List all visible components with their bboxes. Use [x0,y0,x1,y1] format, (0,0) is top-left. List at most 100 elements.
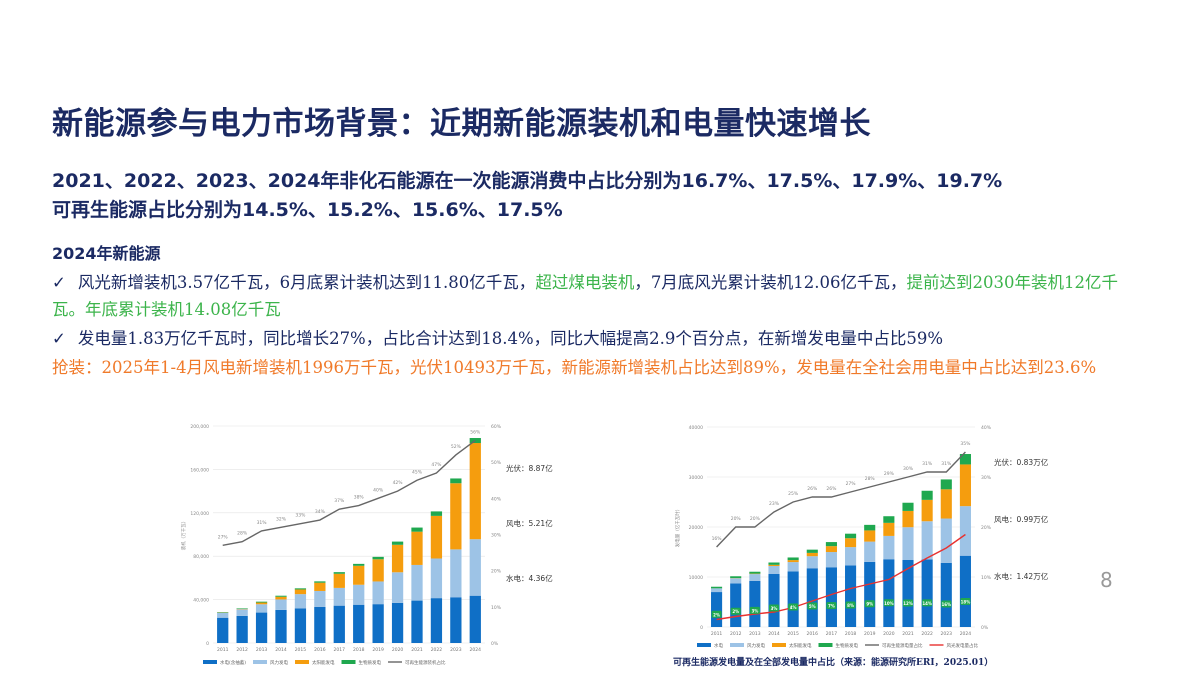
bar-segment [749,580,761,627]
data-label: 37% [334,498,345,504]
bar-segment [469,539,481,596]
bar-segment [921,490,933,500]
bar-segment [749,571,761,574]
chart-annotation: 风电：5.21亿 [506,518,553,528]
data-label: 9% [866,602,873,607]
bar-segment [825,546,837,553]
bar-segment [411,527,423,532]
chart-annotation: 风电：0.99万亿 [994,514,1049,524]
data-label-badge [922,599,933,607]
bar-segment [787,571,799,627]
bar-segment [806,556,818,569]
data-label: 56% [470,429,481,435]
x-tick-label: 2017 [334,647,346,653]
x-tick-label: 2024 [960,631,972,637]
chart-annotation: 光伏：8.87亿 [506,463,553,473]
bar-segment [333,573,345,588]
bar-segment [294,588,307,590]
bar-segment [372,556,384,560]
bar-segment [940,518,952,563]
data-label-badge [864,600,875,608]
y2-tick-label: 30% [981,475,992,481]
x-tick-label: 2020 [883,631,895,637]
bar-segment [469,443,481,540]
x-tick-label: 2012 [730,631,742,637]
bar-segment [864,541,876,562]
legend-label: 风力发电 [747,642,765,649]
bar-segment [372,559,384,582]
data-label: 34% [315,509,326,515]
data-label: 20% [750,516,761,522]
legend-label: 太阳能发电 [789,642,812,649]
bar-segment [411,564,423,601]
bar-segment [333,572,345,574]
bar-segment [902,527,914,560]
data-label: 35% [960,441,971,447]
bar-segment [353,604,365,643]
legend-swatch [253,660,268,664]
bar-segment [314,582,326,591]
legend-label: 可再生能源电量占比 [882,642,923,649]
bar-segment [806,549,818,553]
legend-label: 可再生能源装机占比 [405,659,446,666]
y-tick-label: 200,000 [190,424,209,430]
x-tick-label: 2011 [711,631,723,637]
bar-segment [940,562,952,627]
bar-segment [768,573,780,627]
y2-tick-label: 60% [491,424,502,430]
bar-segment [845,538,857,548]
bar-segment [845,547,857,566]
bullet-text: 发电量1.83万亿千瓦时，同比增长27%，占比合计达到18.4%，同比大幅提高2… [77,329,944,348]
legend-swatch [697,643,711,647]
legend-swatch [203,660,217,664]
bar-segment [902,559,914,627]
bar-segment [450,597,462,643]
bar-segment [711,586,723,589]
bar-segment [450,483,462,550]
data-label: 31% [941,461,952,467]
y2-tick-label: 0% [491,641,499,647]
bar-segment [749,574,761,581]
y2-tick-label: 50% [491,460,502,466]
bar-segment [768,564,780,567]
y2-tick-label: 20% [491,569,502,575]
bar-segment [959,555,971,627]
legend-swatch [772,643,786,647]
legend-swatch [818,643,833,647]
bar-segment [921,521,933,560]
data-label: 12% [903,601,913,606]
bar-segment [430,598,443,643]
y-axis-label: 发电量（亿千瓦时） [674,507,681,548]
data-label: 28% [237,531,248,537]
x-tick-label: 2024 [470,647,482,653]
bar-segment [294,594,307,609]
data-label: 4% [790,605,797,610]
bar-segment [391,541,404,545]
bar-segment [275,595,287,597]
x-tick-label: 2012 [236,647,248,653]
bar-segment [864,524,876,531]
bar-segment [902,502,914,511]
legend-label: 风光发电量占比 [947,642,979,649]
x-tick-label: 2020 [392,647,404,653]
data-label: 31% [922,461,933,467]
data-label: 33% [295,513,306,519]
bar-segment [255,612,268,643]
data-label: 3% [751,608,758,613]
data-label: 28% [865,476,876,482]
bar-segment [255,602,268,605]
y-tick-label: 10000 [689,575,703,581]
y2-tick-label: 40% [981,425,992,431]
data-label-badge [883,599,894,607]
y-tick-label: 40,000 [193,598,209,604]
bar-segment [391,572,404,603]
bar-segment [430,558,443,599]
legend-label: 太阳能发电 [312,659,335,666]
bar-segment [469,595,481,643]
data-label: 26% [826,486,837,492]
bar-segment [294,589,307,595]
data-label-badge [749,606,760,614]
bar-segment [236,615,248,643]
bar-segment [921,559,933,627]
data-label: 26% [807,486,818,492]
